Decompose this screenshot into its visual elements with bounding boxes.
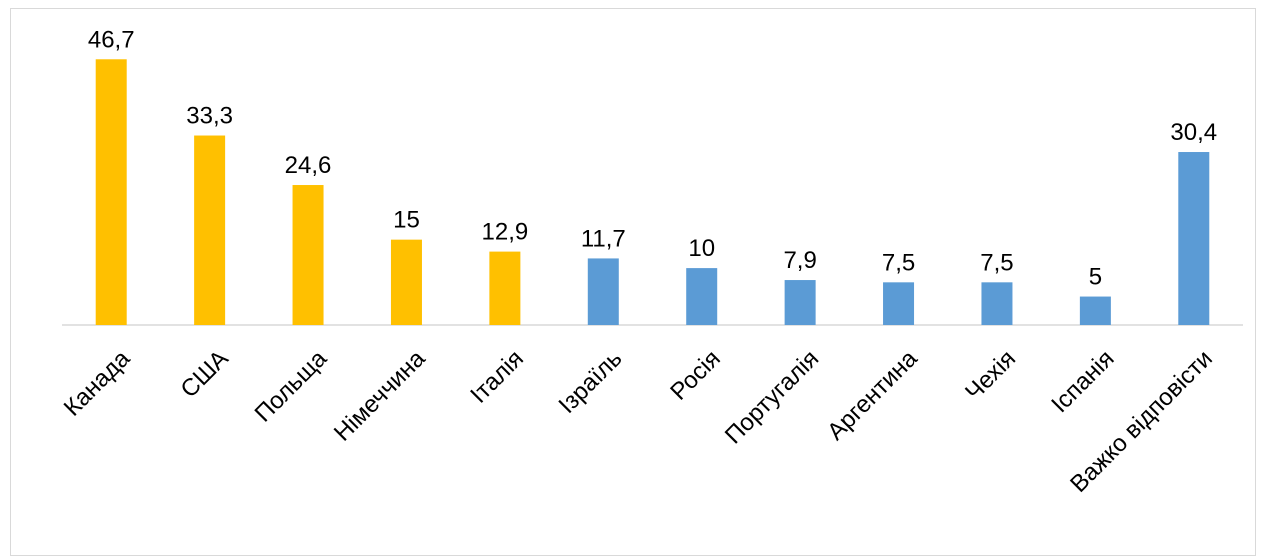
bar-11 bbox=[1079, 296, 1111, 325]
chart-frame bbox=[10, 8, 1256, 556]
category-label-4: Німеччина bbox=[329, 345, 431, 447]
bar-2 bbox=[194, 135, 226, 325]
bar-1 bbox=[95, 59, 127, 325]
category-label-7: Росія bbox=[665, 345, 726, 406]
category-label-1: Канада bbox=[59, 345, 136, 422]
data-label-5: 12,9 bbox=[482, 219, 529, 246]
data-label-10: 7,5 bbox=[980, 249, 1013, 276]
bar-7 bbox=[686, 268, 718, 325]
category-label-8: Португалія bbox=[720, 345, 824, 449]
data-label-4: 15 bbox=[393, 207, 420, 234]
bar-3 bbox=[292, 185, 324, 325]
data-label-1: 46,7 bbox=[88, 26, 135, 53]
bar-5 bbox=[489, 251, 521, 325]
category-label-2: США bbox=[176, 345, 234, 403]
category-label-10: Чехія bbox=[960, 345, 1021, 406]
bar-9 bbox=[883, 282, 915, 325]
data-label-7: 10 bbox=[688, 235, 715, 262]
category-label-11: Іспанія bbox=[1046, 345, 1119, 418]
category-label-3: Польща bbox=[250, 345, 333, 428]
category-label-9: Аргентина bbox=[822, 345, 923, 446]
data-label-3: 24,6 bbox=[285, 152, 332, 179]
bar-6 bbox=[587, 258, 619, 325]
bar-12 bbox=[1178, 152, 1210, 325]
bar-10 bbox=[981, 282, 1013, 325]
data-label-8: 7,9 bbox=[783, 247, 816, 274]
bar-4 bbox=[390, 239, 422, 325]
category-label-5: Італія bbox=[465, 345, 529, 409]
data-label-6: 11,7 bbox=[581, 225, 626, 252]
data-label-12: 30,4 bbox=[1170, 119, 1217, 146]
bar-8 bbox=[784, 280, 816, 325]
data-label-2: 33,3 bbox=[186, 103, 233, 130]
data-label-11: 5 bbox=[1089, 264, 1102, 291]
category-label-6: Ізраїль bbox=[553, 345, 627, 419]
data-label-9: 7,5 bbox=[882, 249, 915, 276]
